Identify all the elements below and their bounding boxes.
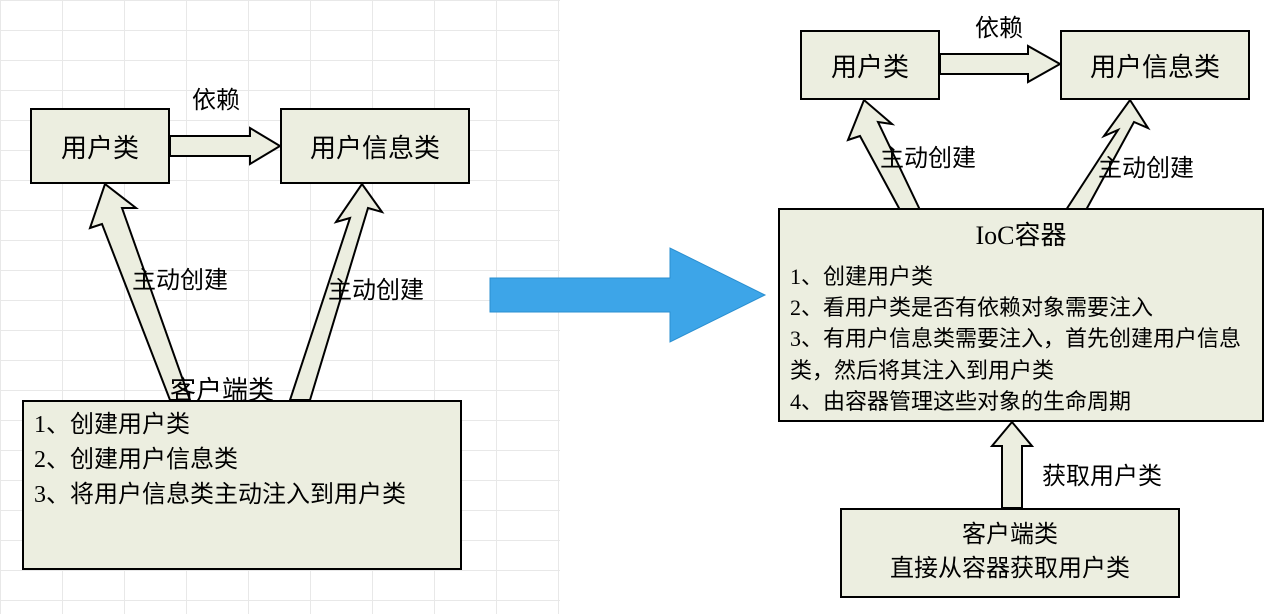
left-client-item-3: 3、将用户信息类主动注入到用户类 (34, 478, 450, 513)
transition-arrow (490, 240, 770, 350)
right-ioc-item-4: 4、由容器管理这些对象的生命周期 (790, 386, 1252, 417)
right-userinfo-box-label: 用户信息类 (1090, 47, 1220, 84)
right-ioc-item-1: 1、创建用户类 (790, 261, 1252, 292)
right-user-box: 用户类 (800, 30, 940, 100)
right-ioc-item-2: 2、看用户类是否有依赖对象需要注入 (790, 292, 1252, 323)
right-get-label: 获取用户类 (1042, 456, 1162, 491)
left-depends-label: 依赖 (192, 80, 240, 115)
left-create-label-b: 主动创建 (328, 270, 424, 305)
right-client-box: 客户端类 直接从容器获取用户类 (840, 508, 1180, 598)
left-client-item-2: 2、创建用户信息类 (34, 443, 450, 478)
right-userinfo-box: 用户信息类 (1060, 30, 1250, 100)
left-create-label-a: 主动创建 (132, 260, 228, 295)
right-ioc-item-3: 3、有用户信息类需要注入，首先创建用户信息类，然后将其注入到用户类 (790, 323, 1252, 385)
right-create-label-a: 主动创建 (880, 138, 976, 173)
left-userinfo-box-label: 用户信息类 (310, 128, 440, 165)
right-client-box-l1: 客户端类 (962, 519, 1058, 553)
right-client-box-l2: 直接从容器获取用户类 (890, 553, 1130, 587)
left-client-list-box: 1、创建用户类 2、创建用户信息类 3、将用户信息类主动注入到用户类 (22, 400, 462, 570)
right-get-arrow (992, 422, 1032, 508)
right-depends-label: 依赖 (975, 8, 1023, 43)
left-user-box-label: 用户类 (61, 128, 139, 165)
left-depends-arrow (170, 128, 280, 168)
right-ioc-box: IoC容器 1、创建用户类 2、看用户类是否有依赖对象需要注入 3、有用户信息类… (778, 208, 1264, 422)
left-userinfo-box: 用户信息类 (280, 108, 470, 184)
right-depends-arrow (940, 46, 1060, 86)
left-client-item-1: 1、创建用户类 (34, 408, 450, 443)
right-user-box-label: 用户类 (831, 47, 909, 84)
left-user-box: 用户类 (30, 108, 170, 184)
right-create-label-b: 主动创建 (1098, 148, 1194, 183)
left-client-title: 客户端类 (170, 370, 274, 407)
right-ioc-title: IoC容器 (790, 218, 1252, 255)
